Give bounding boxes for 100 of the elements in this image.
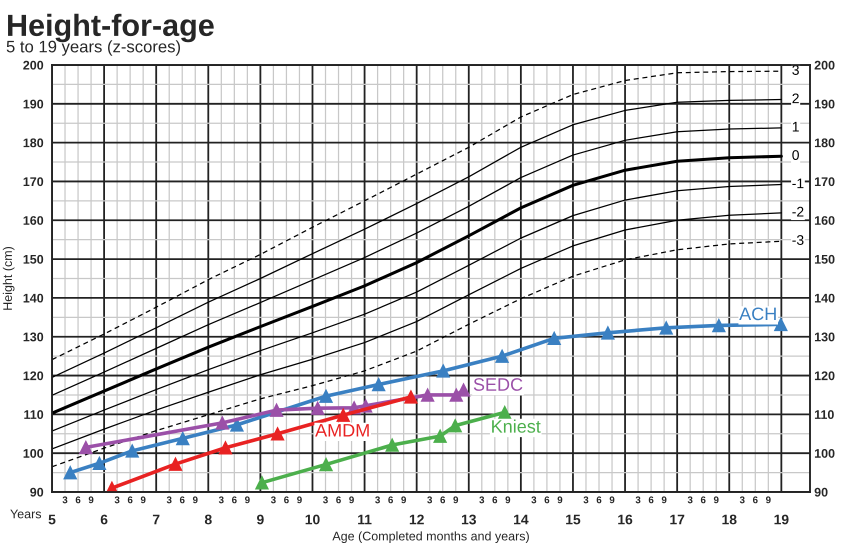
text: 6: [648, 496, 654, 504]
y-tick-label: 200: [23, 60, 44, 70]
text: 3: [375, 496, 380, 504]
text: 3: [479, 496, 484, 504]
y-axis-title: Height (cm): [2, 246, 14, 310]
point: [712, 318, 726, 332]
point: [601, 326, 615, 340]
text: 3: [740, 496, 745, 504]
y-tick-label: 180: [24, 138, 44, 148]
y-tick-label: 160: [24, 216, 44, 225]
text: 6: [336, 496, 341, 504]
y2-tick-label: 200: [814, 60, 835, 70]
y2-tick-label: 170: [814, 177, 835, 186]
series-label: 2: [792, 93, 799, 104]
x-tick-label: 7: [152, 514, 160, 524]
text: 6: [232, 496, 237, 504]
y-tick-label: 190: [24, 100, 44, 108]
point: [176, 432, 190, 446]
point: [218, 440, 232, 455]
point: [372, 378, 386, 392]
y-tick-label: 110: [24, 410, 44, 420]
y-tick-label: 120: [24, 371, 44, 380]
x-tick-label: 14: [514, 514, 529, 524]
text: 9: [401, 496, 406, 504]
y2-tick-label: 90: [814, 488, 828, 497]
y-tick-label: 140: [24, 294, 44, 303]
y2-tick-label: 140: [814, 294, 835, 303]
point: [436, 364, 450, 378]
text: 9: [88, 496, 94, 504]
text: 9: [192, 496, 198, 504]
text: 6: [440, 496, 446, 504]
text: 9: [297, 496, 302, 504]
y2-tick-label: 120: [814, 371, 835, 380]
series-label: 0: [792, 150, 799, 160]
text: 9: [244, 496, 250, 504]
series-label: SEDC: [474, 378, 522, 391]
point: [404, 390, 418, 404]
line-series: [52, 212, 782, 450]
point: [420, 388, 434, 402]
text: 6: [492, 496, 498, 504]
x-tick-label: 12: [410, 514, 424, 524]
text: 6: [544, 496, 550, 504]
text: 6: [596, 496, 602, 504]
point: [659, 321, 673, 335]
text: 9: [610, 496, 614, 504]
y2-tick-label: 180: [814, 138, 835, 148]
text: 3: [584, 496, 588, 504]
y2-tick-label: 100: [814, 448, 835, 458]
point: [448, 418, 462, 432]
x-tick-label: 5: [48, 514, 56, 524]
text: 9: [714, 496, 719, 504]
point: [310, 401, 324, 415]
y-tick-label: 170: [24, 177, 44, 186]
text: 9: [558, 496, 562, 504]
text: 6: [76, 496, 80, 504]
point: [547, 332, 561, 346]
text: 3: [323, 496, 328, 504]
point: [498, 406, 512, 420]
x-axis-title: Age (Completed months and years): [332, 531, 529, 543]
text: 6: [752, 496, 758, 504]
text: 3: [427, 496, 432, 504]
x-tick-label: 18: [722, 514, 737, 524]
y-tick-label: 100: [24, 448, 44, 458]
series-label: 1: [792, 122, 799, 132]
text: 9: [349, 496, 354, 504]
x-tick-label: 10: [306, 514, 320, 524]
series-label: -3: [792, 235, 804, 245]
text: 3: [166, 496, 172, 504]
series-label: AMDM: [315, 424, 369, 436]
text: 6: [180, 496, 185, 504]
point: [336, 408, 350, 422]
point: [319, 389, 333, 403]
text: 9: [662, 496, 666, 504]
text: 3: [270, 496, 276, 504]
text: 3: [531, 496, 536, 504]
text: 3: [62, 496, 68, 504]
y2-tick-label: 150: [814, 254, 835, 264]
point: [230, 418, 244, 432]
x-tick-label: 19: [774, 514, 789, 524]
x-tick-label: 17: [670, 514, 684, 524]
point: [255, 476, 269, 490]
point: [495, 349, 509, 363]
text: 3: [688, 496, 693, 504]
point: [385, 438, 399, 452]
point: [79, 440, 93, 454]
text: 9: [505, 496, 510, 504]
point: [216, 416, 230, 430]
x-tick-label: 11: [358, 514, 372, 524]
chart-title: Height-for-age: [8, 14, 214, 42]
point: [270, 427, 284, 441]
point: [125, 444, 139, 458]
x-tick-label: 13: [462, 514, 476, 524]
x-tick-label: 16: [618, 514, 632, 524]
point: [168, 457, 182, 471]
text: 9: [453, 496, 458, 504]
point: [270, 403, 284, 417]
text: 9: [766, 496, 771, 504]
series-label: ACH: [739, 307, 776, 320]
x-tick-label: 6: [100, 514, 108, 524]
text: 6: [128, 496, 132, 504]
